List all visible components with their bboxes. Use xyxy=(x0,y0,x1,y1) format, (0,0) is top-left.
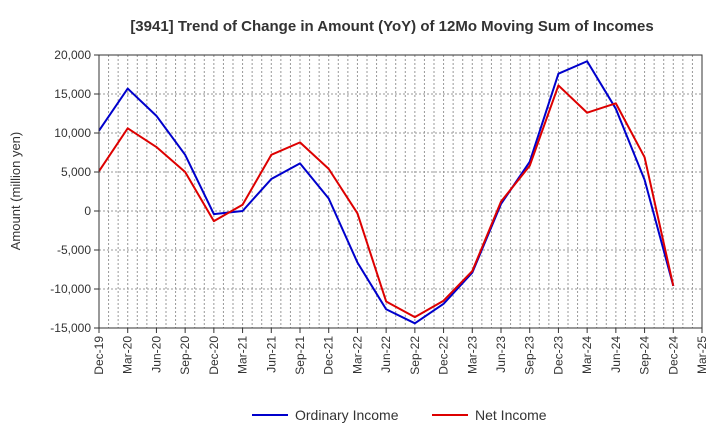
x-tick-label: Sep-23 xyxy=(523,336,537,375)
x-tick-label: Sep-24 xyxy=(638,336,652,375)
grid xyxy=(98,54,703,329)
x-tick-label: Dec-21 xyxy=(322,336,336,375)
y-tick-label: 15,000 xyxy=(54,87,91,101)
series-line-net-income xyxy=(98,84,675,319)
x-tick-label: Jun-21 xyxy=(264,336,278,373)
x-tick-label: Sep-20 xyxy=(178,336,192,375)
x-tick-label: Dec-23 xyxy=(551,336,565,375)
x-tick-label: Jun-20 xyxy=(149,336,163,373)
y-tick-label: -10,000 xyxy=(50,282,91,296)
y-tick-label: 5,000 xyxy=(61,165,91,179)
y-tick-label: 10,000 xyxy=(54,126,91,140)
y-tick-label: -15,000 xyxy=(50,321,91,335)
y-tick-label: -5,000 xyxy=(57,243,91,257)
x-tick-label: Jun-23 xyxy=(494,336,508,373)
series-line-ordinary-income xyxy=(98,60,675,325)
x-tick-label: Jun-22 xyxy=(379,336,393,373)
x-tick-label: Mar-23 xyxy=(465,336,479,374)
legend: Ordinary Income Net Income xyxy=(252,407,547,423)
x-tick-label: Dec-20 xyxy=(207,336,221,375)
x-tick-label: Dec-24 xyxy=(666,336,680,375)
x-tick-label: Mar-21 xyxy=(236,336,250,374)
y-axis-label: Amount (million yen) xyxy=(8,132,23,251)
legend-label-net-income: Net Income xyxy=(475,407,547,423)
y-tick-label: 0 xyxy=(84,204,91,218)
x-tick-label: Mar-24 xyxy=(580,336,594,374)
x-tick-label: Sep-21 xyxy=(293,336,307,375)
x-tick-label: Mar-25 xyxy=(695,336,709,374)
plot-frame xyxy=(98,54,703,329)
chart-title: [3941] Trend of Change in Amount (YoY) o… xyxy=(130,18,653,35)
x-tick-label: Mar-22 xyxy=(350,336,364,374)
x-tick-label: Dec-19 xyxy=(92,336,106,375)
x-tick-label: Jun-24 xyxy=(609,336,623,373)
series-lines xyxy=(98,60,675,325)
y-axis-ticks: 20,000 15,000 10,000 5,000 0 -5,000 -10,000 -15… xyxy=(50,48,99,335)
x-axis-ticks: Dec-19 Mar-20 Jun-20 Sep-20 Dec-20 Mar-21 Jun-… xyxy=(92,328,709,375)
x-tick-label: Mar-20 xyxy=(121,336,135,374)
y-tick-label: 20,000 xyxy=(54,48,91,62)
x-tick-label: Dec-22 xyxy=(437,336,451,375)
x-tick-label: Sep-22 xyxy=(408,336,422,375)
legend-label-ordinary-income: Ordinary Income xyxy=(295,407,399,423)
